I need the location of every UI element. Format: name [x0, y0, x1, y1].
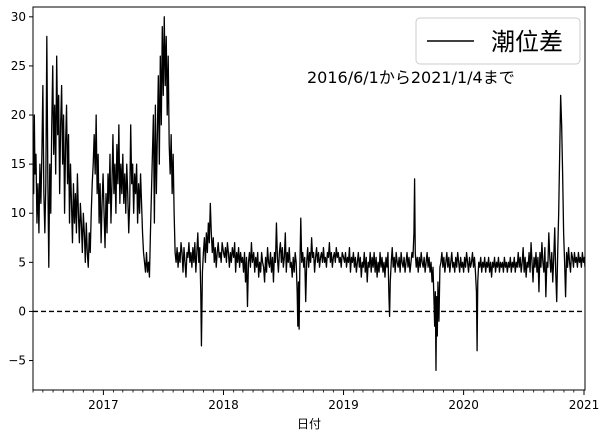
- date-range-annotation: 2016/6/1から2021/1/4まで: [307, 68, 515, 87]
- plot-frame: [32, 6, 586, 391]
- y-tick-label: 10: [11, 206, 26, 220]
- plot-area: [33, 16, 585, 372]
- x-tick-label: 2020: [448, 398, 479, 412]
- x-tick-label: 2018: [208, 398, 239, 412]
- y-tick-label: 30: [11, 10, 26, 24]
- y-tick-label: 0: [18, 304, 26, 318]
- legend: 潮位差: [415, 17, 581, 65]
- legend-box: [415, 17, 581, 65]
- y-tick-label: −5: [8, 354, 26, 368]
- y-axis: −5 0 5 10 15 20 25 30: [8, 10, 33, 368]
- y-tick-label: 5: [18, 255, 26, 269]
- x-tick-label: 2021: [569, 398, 600, 412]
- series-line-tide-difference: [33, 16, 585, 372]
- x-tick-label: 2019: [328, 398, 359, 412]
- y-tick-label: 15: [11, 157, 26, 171]
- y-tick-label: 25: [11, 59, 26, 73]
- x-axis-label: 日付: [297, 417, 321, 431]
- y-tick-label: 20: [11, 108, 26, 122]
- x-axis: 2017 2018 2019 2020 2021: [32, 390, 600, 412]
- x-tick-label: 2017: [88, 398, 119, 412]
- legend-label-tide-difference: 潮位差: [491, 28, 563, 56]
